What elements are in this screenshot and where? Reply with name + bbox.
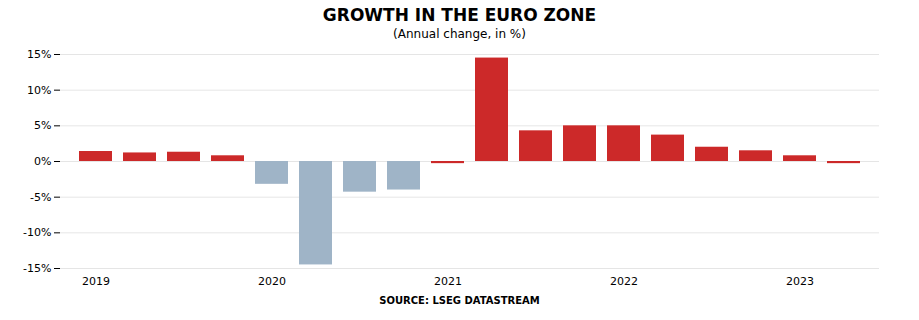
svg-text:10%: 10% [27, 84, 51, 97]
svg-text:15%: 15% [27, 48, 51, 61]
html-text:(Annual change, in %): (Annual change, in %) [393, 27, 526, 41]
svg-text:2021: 2021 [434, 275, 462, 288]
svg-text:2022: 2022 [610, 275, 638, 288]
svg-text:2020: 2020 [258, 275, 286, 288]
svg-text:5%: 5% [34, 119, 51, 132]
svg-text:0%: 0% [34, 155, 51, 168]
svg-text:-5%: -5% [30, 191, 51, 204]
svg-text:2023: 2023 [786, 275, 814, 288]
html-text:SOURCE: LSEG DATASTREAM: SOURCE: LSEG DATASTREAM [379, 295, 540, 306]
svg-text:2019: 2019 [82, 275, 110, 288]
svg-text:-10%: -10% [23, 226, 51, 239]
html-text:GROWTH IN THE EURO ZONE: GROWTH IN THE EURO ZONE [322, 5, 597, 25]
svg-text:-15%: -15% [23, 262, 51, 275]
